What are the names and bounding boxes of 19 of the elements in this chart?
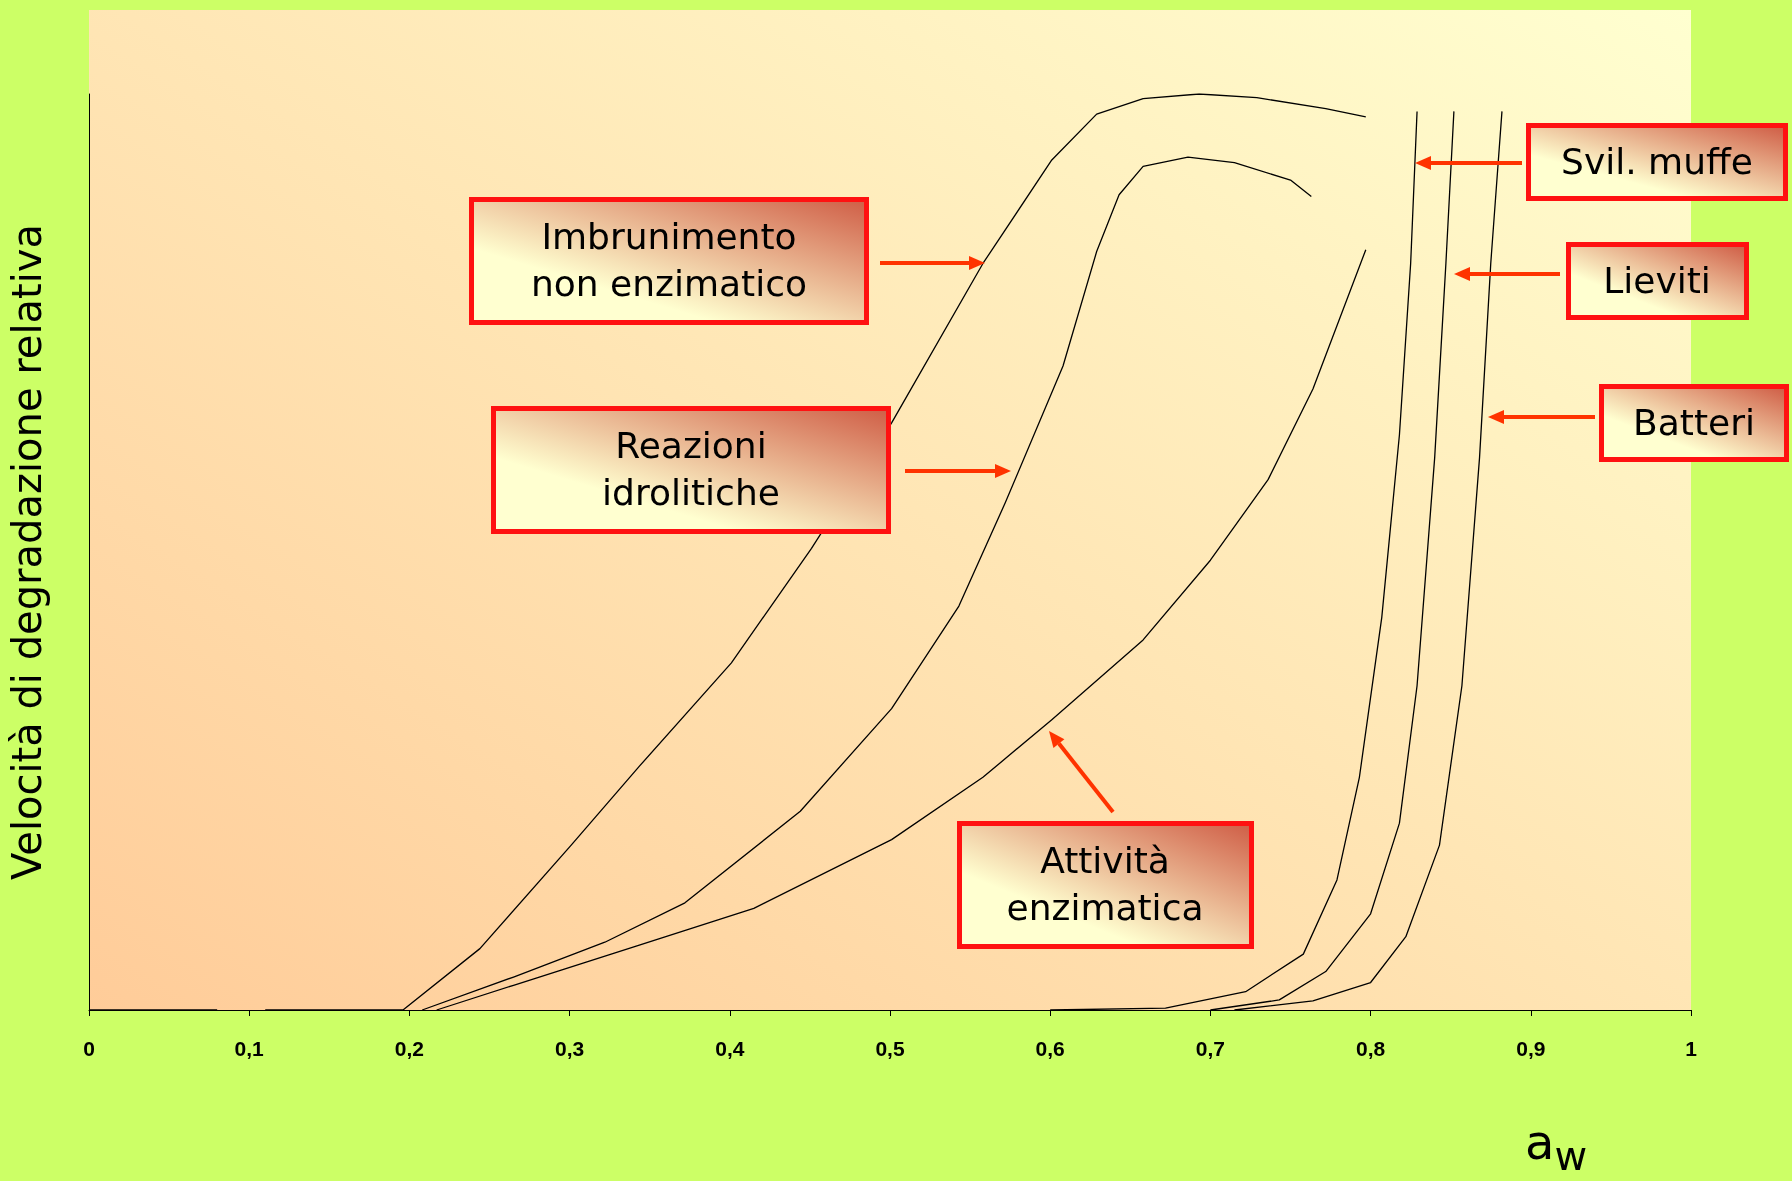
x-tick-label: 0,2 <box>394 1037 424 1060</box>
x-tick-label: 0,7 <box>1195 1037 1225 1060</box>
x-tick-label: 1 <box>1685 1037 1698 1060</box>
x-tick-label: 0,3 <box>555 1037 585 1060</box>
x-tick-label: 0,8 <box>1356 1037 1386 1060</box>
callout-box: Svil. muffe <box>1526 123 1788 201</box>
x-tick-label: 0,1 <box>234 1037 265 1060</box>
x-tick-label: 0,4 <box>715 1037 745 1060</box>
x-tick-label: 0,6 <box>1035 1037 1065 1060</box>
x-axis-title: a$_{w}$ <box>1525 1114 1588 1179</box>
callout-box: Imbrunimento non enzimatico <box>469 197 869 325</box>
callout-box: Batteri <box>1599 384 1789 462</box>
callout-box: Lieviti <box>1565 242 1749 320</box>
x-tick-label: 0 <box>83 1037 95 1060</box>
callout-box: Reazioni idrolitiche <box>491 406 891 534</box>
x-tick-label: 0,9 <box>1516 1037 1546 1060</box>
x-tick-label: 0,5 <box>875 1037 905 1060</box>
y-axis-title: Velocità di degradazione relativa <box>4 224 50 880</box>
callout-box: Attività enzimatica <box>956 821 1254 949</box>
